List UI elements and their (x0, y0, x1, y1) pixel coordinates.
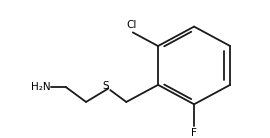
Text: F: F (191, 128, 197, 138)
Text: H₂N: H₂N (31, 82, 50, 92)
Text: S: S (103, 81, 109, 91)
Text: Cl: Cl (126, 20, 137, 30)
